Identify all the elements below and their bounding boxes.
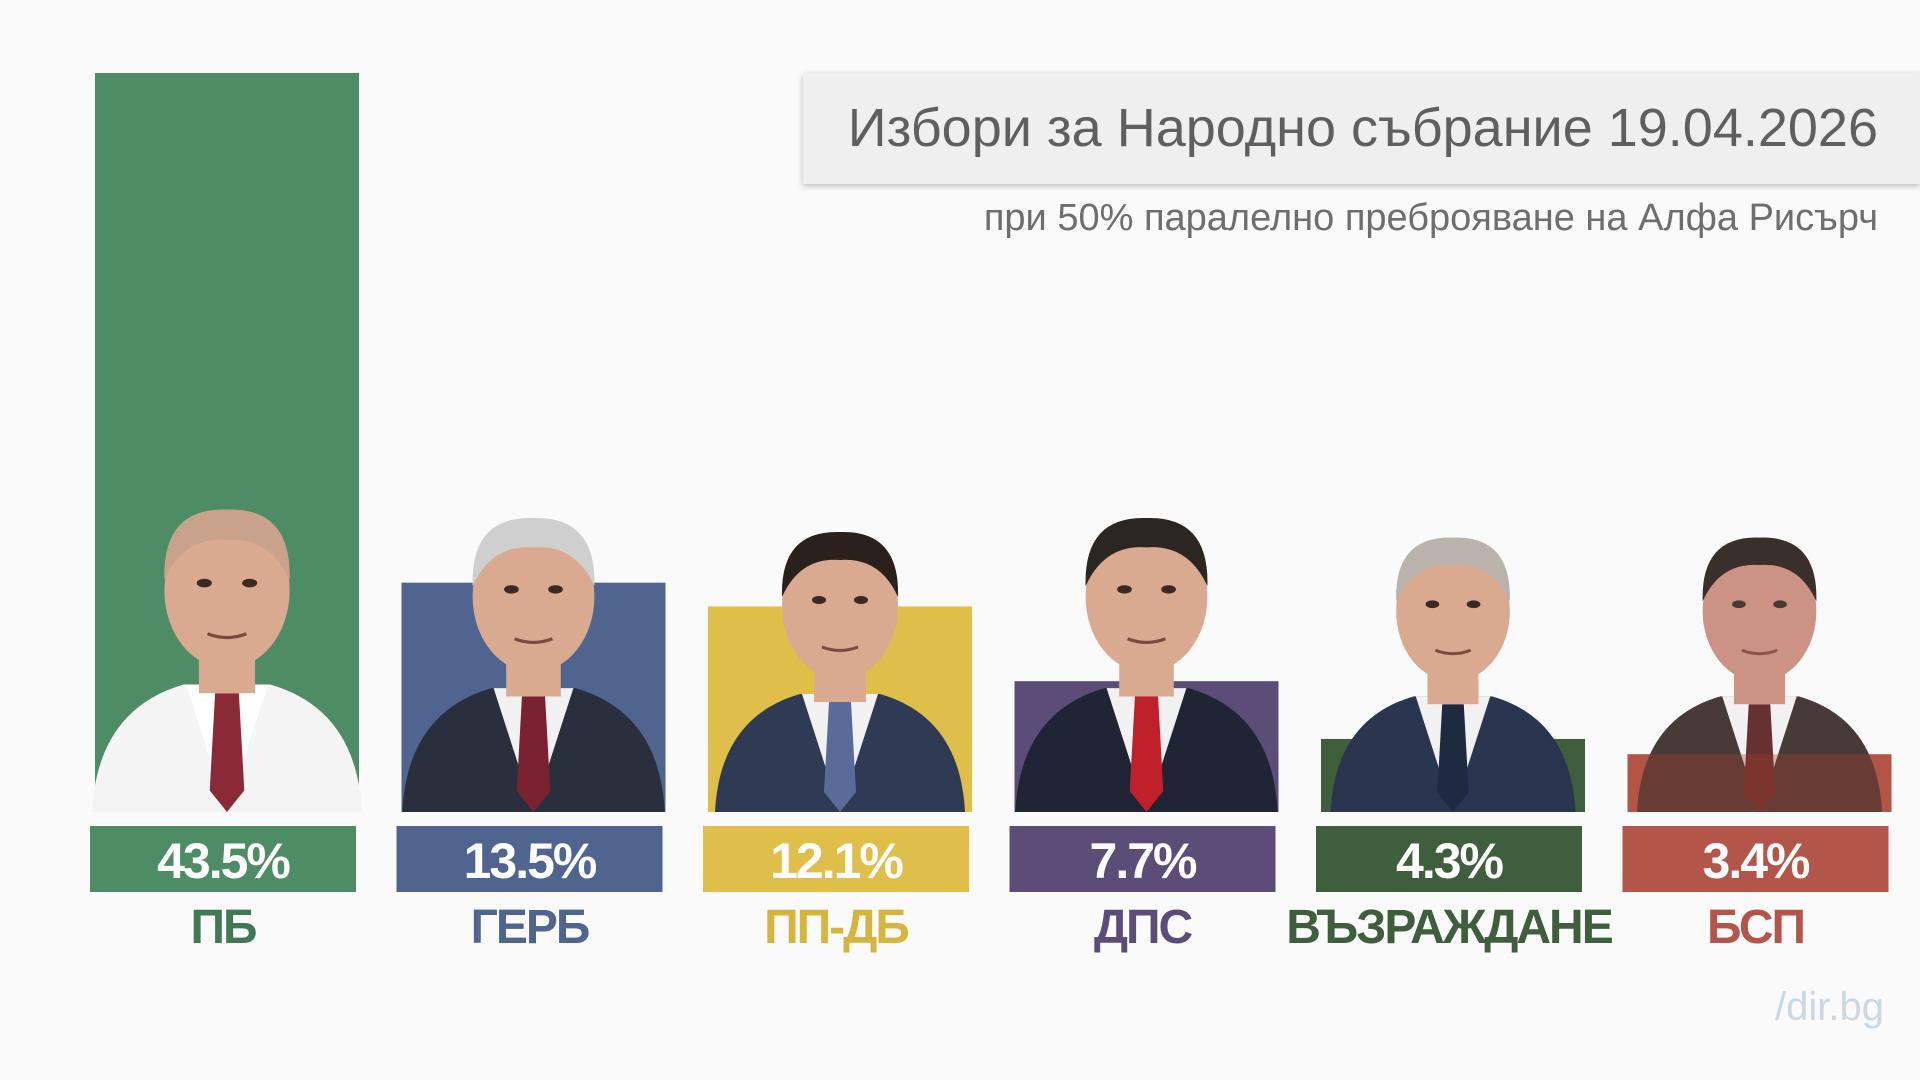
portrait-eye: [812, 596, 826, 604]
portrait-hair: [1702, 537, 1817, 602]
portrait-hair: [472, 517, 595, 587]
candidate-photos: [92, 509, 1892, 812]
portrait-head: [1702, 540, 1817, 682]
category-label: ВЪЗРАЖДАНЕ: [1286, 901, 1612, 954]
portrait-eye: [1117, 585, 1132, 594]
portrait-eye: [242, 578, 258, 588]
value-label-box: [703, 826, 969, 892]
portrait-tie: [516, 696, 551, 812]
candidate-photo: [402, 517, 665, 812]
category-label: ГЕРБ: [471, 901, 589, 954]
value-label-box: [1009, 826, 1276, 892]
portrait-eye: [854, 596, 868, 604]
portrait-eye: [548, 585, 563, 594]
candidate-photo: [1015, 517, 1278, 812]
portrait-mouth: [514, 637, 553, 644]
portrait-head: [164, 512, 290, 669]
candidate-photo: [92, 509, 362, 812]
value-label: 7.7%: [1090, 833, 1198, 889]
watermark-logo: /dir.bg: [1775, 985, 1884, 1029]
value-label-box: [1622, 826, 1889, 892]
portrait-mouth: [1434, 648, 1472, 656]
portrait-head: [1396, 540, 1510, 682]
value-label-box: [1316, 826, 1582, 892]
portrait-tie: [209, 693, 245, 812]
portrait-eye: [1466, 600, 1481, 609]
category-label: ПП-ДБ: [764, 901, 908, 954]
value-label: 43.5%: [157, 833, 290, 889]
candidate-photo: [1330, 537, 1576, 812]
portrait-mouth: [1741, 648, 1778, 656]
portrait-tie: [1437, 704, 1469, 812]
portrait-eye: [1773, 600, 1787, 609]
value-label: 4.3%: [1396, 833, 1504, 889]
portrait-head: [782, 535, 898, 679]
portrait-mouth: [821, 645, 859, 652]
candidate-photo: [1627, 537, 1892, 812]
candidate-photo: [715, 531, 965, 812]
chart-subtitle: при 50% паралелно преброяване на Алфа Ри…: [983, 197, 1878, 239]
portrait-hair: [164, 509, 290, 580]
portrait-eye: [1161, 585, 1176, 594]
portrait-head: [472, 521, 595, 673]
category-label: БСП: [1707, 901, 1804, 954]
portrait-eye: [504, 585, 519, 594]
portrait-tie: [1129, 696, 1164, 812]
portrait-head: [1085, 521, 1208, 673]
portrait-tie: [824, 702, 856, 812]
portrait-hair: [1396, 537, 1510, 602]
title-box: Избори за Народно събрание 19.04.2026: [803, 73, 1920, 184]
portrait-eye: [1425, 600, 1440, 609]
chart-title: Избори за Народно събрание 19.04.2026: [847, 98, 1878, 158]
value-label: 12.1%: [770, 833, 903, 889]
value-label-box: [90, 826, 356, 892]
portrait-mouth: [206, 632, 248, 640]
value-label: 13.5%: [464, 833, 597, 889]
category-label: ПБ: [191, 901, 257, 954]
portrait-hair: [1085, 517, 1208, 587]
labels-layer: 43.5% ПБ 13.5% ГЕРБ 12.1% ПП-ДБ 7.7% ДПС 4.3% ВЪЗ…: [90, 826, 1889, 954]
portrait-eye: [1732, 600, 1746, 609]
value-label-box: [396, 826, 663, 892]
value-label: 3.4%: [1703, 833, 1811, 889]
portrait-eye: [196, 578, 212, 588]
category-label: ДПС: [1094, 901, 1193, 954]
portrait-hair: [781, 531, 899, 597]
portrait-tie: [1743, 704, 1776, 812]
portrait-mouth: [1127, 637, 1166, 644]
photo-tint: [1627, 754, 1892, 812]
